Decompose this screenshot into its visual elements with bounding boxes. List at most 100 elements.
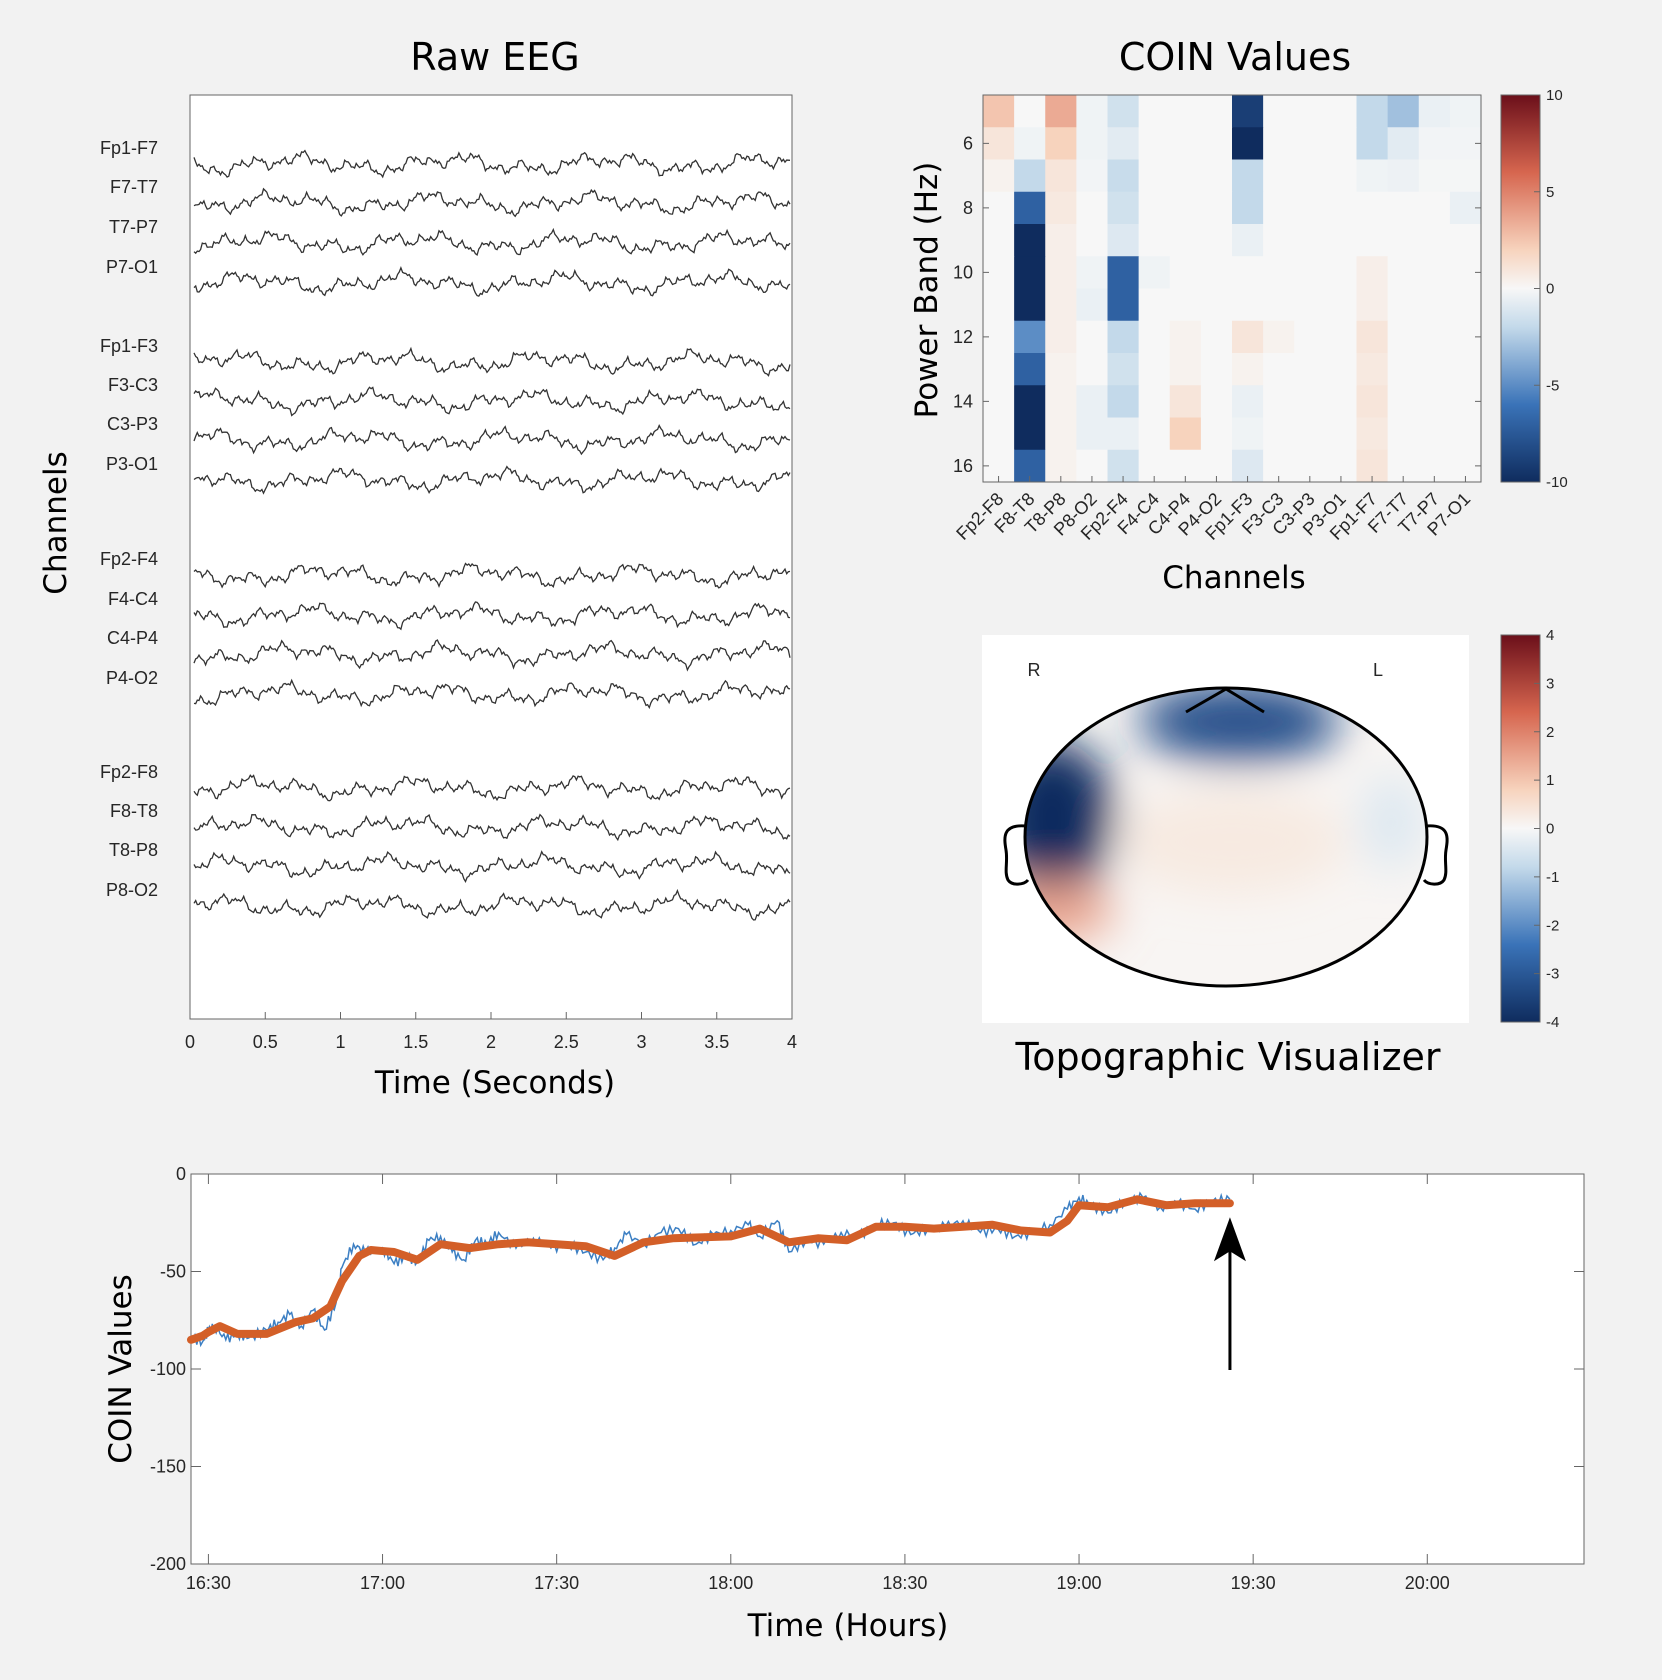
heatmap-cell [1138, 191, 1171, 225]
heatmap-cell [1449, 417, 1482, 451]
heatmap-cell [1294, 256, 1326, 289]
heatmap-cell [983, 159, 1015, 193]
heatmap-cell [1107, 288, 1140, 322]
raw-eeg-axes-box [189, 94, 793, 1020]
eeg-channel-label: P8-O2 [106, 880, 158, 900]
heatmap-cell [1325, 95, 1358, 128]
heatmap-cell [1325, 224, 1358, 257]
heatmap-cell [1232, 385, 1264, 418]
eeg-trace [193, 149, 791, 179]
heatmap-cell [1045, 256, 1077, 289]
heatmap-cell [1418, 127, 1451, 160]
heatmap-cell [1107, 159, 1140, 193]
heatmap-cell [1169, 224, 1202, 257]
eeg-x-tick-label: 3 [636, 1032, 646, 1052]
heatmap-cell [1014, 159, 1046, 193]
heatmap-cell [1418, 191, 1451, 225]
heatmap-cell [1169, 353, 1202, 386]
heatmap-cell [1356, 320, 1389, 354]
heatmap-cell [1169, 256, 1202, 289]
heatmap-cell [1294, 353, 1326, 386]
topo-label-right-hemisphere: R [1028, 660, 1041, 680]
eeg-channel-label: C4-P4 [107, 628, 158, 648]
eeg-channel-label: P7-O1 [106, 257, 158, 277]
eeg-trace [193, 888, 791, 921]
heatmap-cell [1325, 417, 1358, 451]
heatmap-cell [1356, 417, 1389, 451]
coin-trend-panel: 0 -50 -100 -150 -200 16:30 17:00 17:30 18:00 18:… [103, 1164, 1585, 1644]
eeg-x-tick-label: 0.5 [253, 1032, 278, 1052]
heatmap-cell [1356, 224, 1389, 257]
heatmap-cell [1232, 320, 1264, 354]
heatmap-cell [1014, 385, 1046, 418]
heatmap-cell [1138, 353, 1171, 386]
coin-heatmap-panel: COIN Values 6 8 10 12 14 16 Fp2-F8F8-T8T8-P8P… [909, 35, 1568, 596]
eeg-channel-label: Fp2-F4 [100, 549, 158, 569]
topo-colorbar-tick-label: 4 [1546, 627, 1554, 644]
heatmap-cell [1045, 385, 1077, 418]
eeg-channel-labels: Fp1-F7 F7-T7 T7-P7 P7-O1 Fp1-F3 F3-C3 C3-P3 P3-… [100, 138, 158, 900]
heatmap-cell [1263, 256, 1295, 289]
heatmap-cell [1356, 288, 1389, 322]
heatmap-cell [1014, 320, 1046, 354]
heatmap-colorbar-tick-label: 10 [1546, 87, 1563, 104]
heatmap-cell [1418, 95, 1451, 128]
trend-y-ticks: 0 -50 -100 -150 -200 [150, 1164, 1584, 1574]
heatmap-cell [1076, 288, 1109, 322]
heatmap-cell [1169, 191, 1202, 225]
heatmap-cell [1294, 191, 1326, 225]
trend-current-time-arrow [1213, 1217, 1246, 1370]
heatmap-cell [1387, 224, 1420, 257]
heatmap-cell [1263, 224, 1295, 257]
heatmap-cell [1107, 353, 1140, 386]
heatmap-cell [1232, 191, 1264, 225]
trend-x-tick-label: 18:30 [882, 1573, 927, 1593]
heatmap-cell [1387, 353, 1420, 386]
eeg-trace [193, 562, 791, 589]
heatmap-cell [1169, 385, 1202, 418]
topographic-panel: R L 4 3 2 1 0 -1 -2 -3 -4 Topographic Visualizer [982, 627, 1559, 1079]
trend-y-tick-label: 0 [176, 1164, 186, 1184]
heatmap-cell [1356, 159, 1389, 193]
topo-region-right-temporal [1025, 740, 1114, 896]
heatmap-colorbar-tick-label: 0 [1546, 281, 1554, 298]
heatmap-cell [1232, 95, 1264, 128]
heatmap-cell [1232, 224, 1264, 257]
topo-colorbar-tick-label: 1 [1546, 772, 1554, 789]
trend-y-tick-label: -50 [160, 1262, 186, 1282]
topo-region-left-temporal [1360, 774, 1424, 870]
topo-colorbar-tick-label: 2 [1546, 724, 1554, 741]
heatmap-cell [1138, 95, 1171, 128]
heatmap-cell [1449, 159, 1482, 193]
eeg-channel-label: T8-P8 [109, 840, 158, 860]
heatmap-cell [1138, 256, 1171, 289]
heatmap-cell [1449, 288, 1482, 322]
trend-ylabel: COIN Values [103, 1274, 139, 1464]
heatmap-cell [1356, 385, 1389, 418]
heatmap-cell [1294, 159, 1326, 193]
heatmap-cell [1325, 127, 1358, 160]
heatmap-y-tick-label: 12 [953, 327, 973, 347]
trend-arrow-head [1213, 1217, 1246, 1262]
eeg-x-tick-label: 1 [335, 1032, 345, 1052]
heatmap-cell [983, 353, 1015, 386]
heatmap-cell [1232, 417, 1264, 451]
topo-nose [1185, 687, 1265, 714]
topo-region-frontal [1140, 694, 1210, 738]
heatmap-cell [1232, 256, 1264, 289]
heatmap-cell [1294, 95, 1326, 128]
trend-y-tick-label: -150 [150, 1457, 186, 1477]
topo-title: Topographic Visualizer [1014, 1035, 1440, 1079]
topo-colorbar-tick-label: 0 [1546, 821, 1554, 838]
heatmap-cell [1045, 159, 1077, 193]
eeg-trace [193, 465, 791, 495]
heatmap-cell [1263, 320, 1295, 354]
heatmap-cell [1169, 95, 1202, 128]
heatmap-cell [1387, 191, 1420, 225]
heatmap-cell [1387, 127, 1420, 160]
heatmap-cell [983, 224, 1015, 257]
topo-ear-left [1422, 824, 1449, 886]
heatmap-cell [1169, 320, 1202, 354]
trend-x-tick-label: 17:30 [534, 1573, 579, 1593]
topo-colorbar-tick-label: 3 [1546, 675, 1554, 692]
